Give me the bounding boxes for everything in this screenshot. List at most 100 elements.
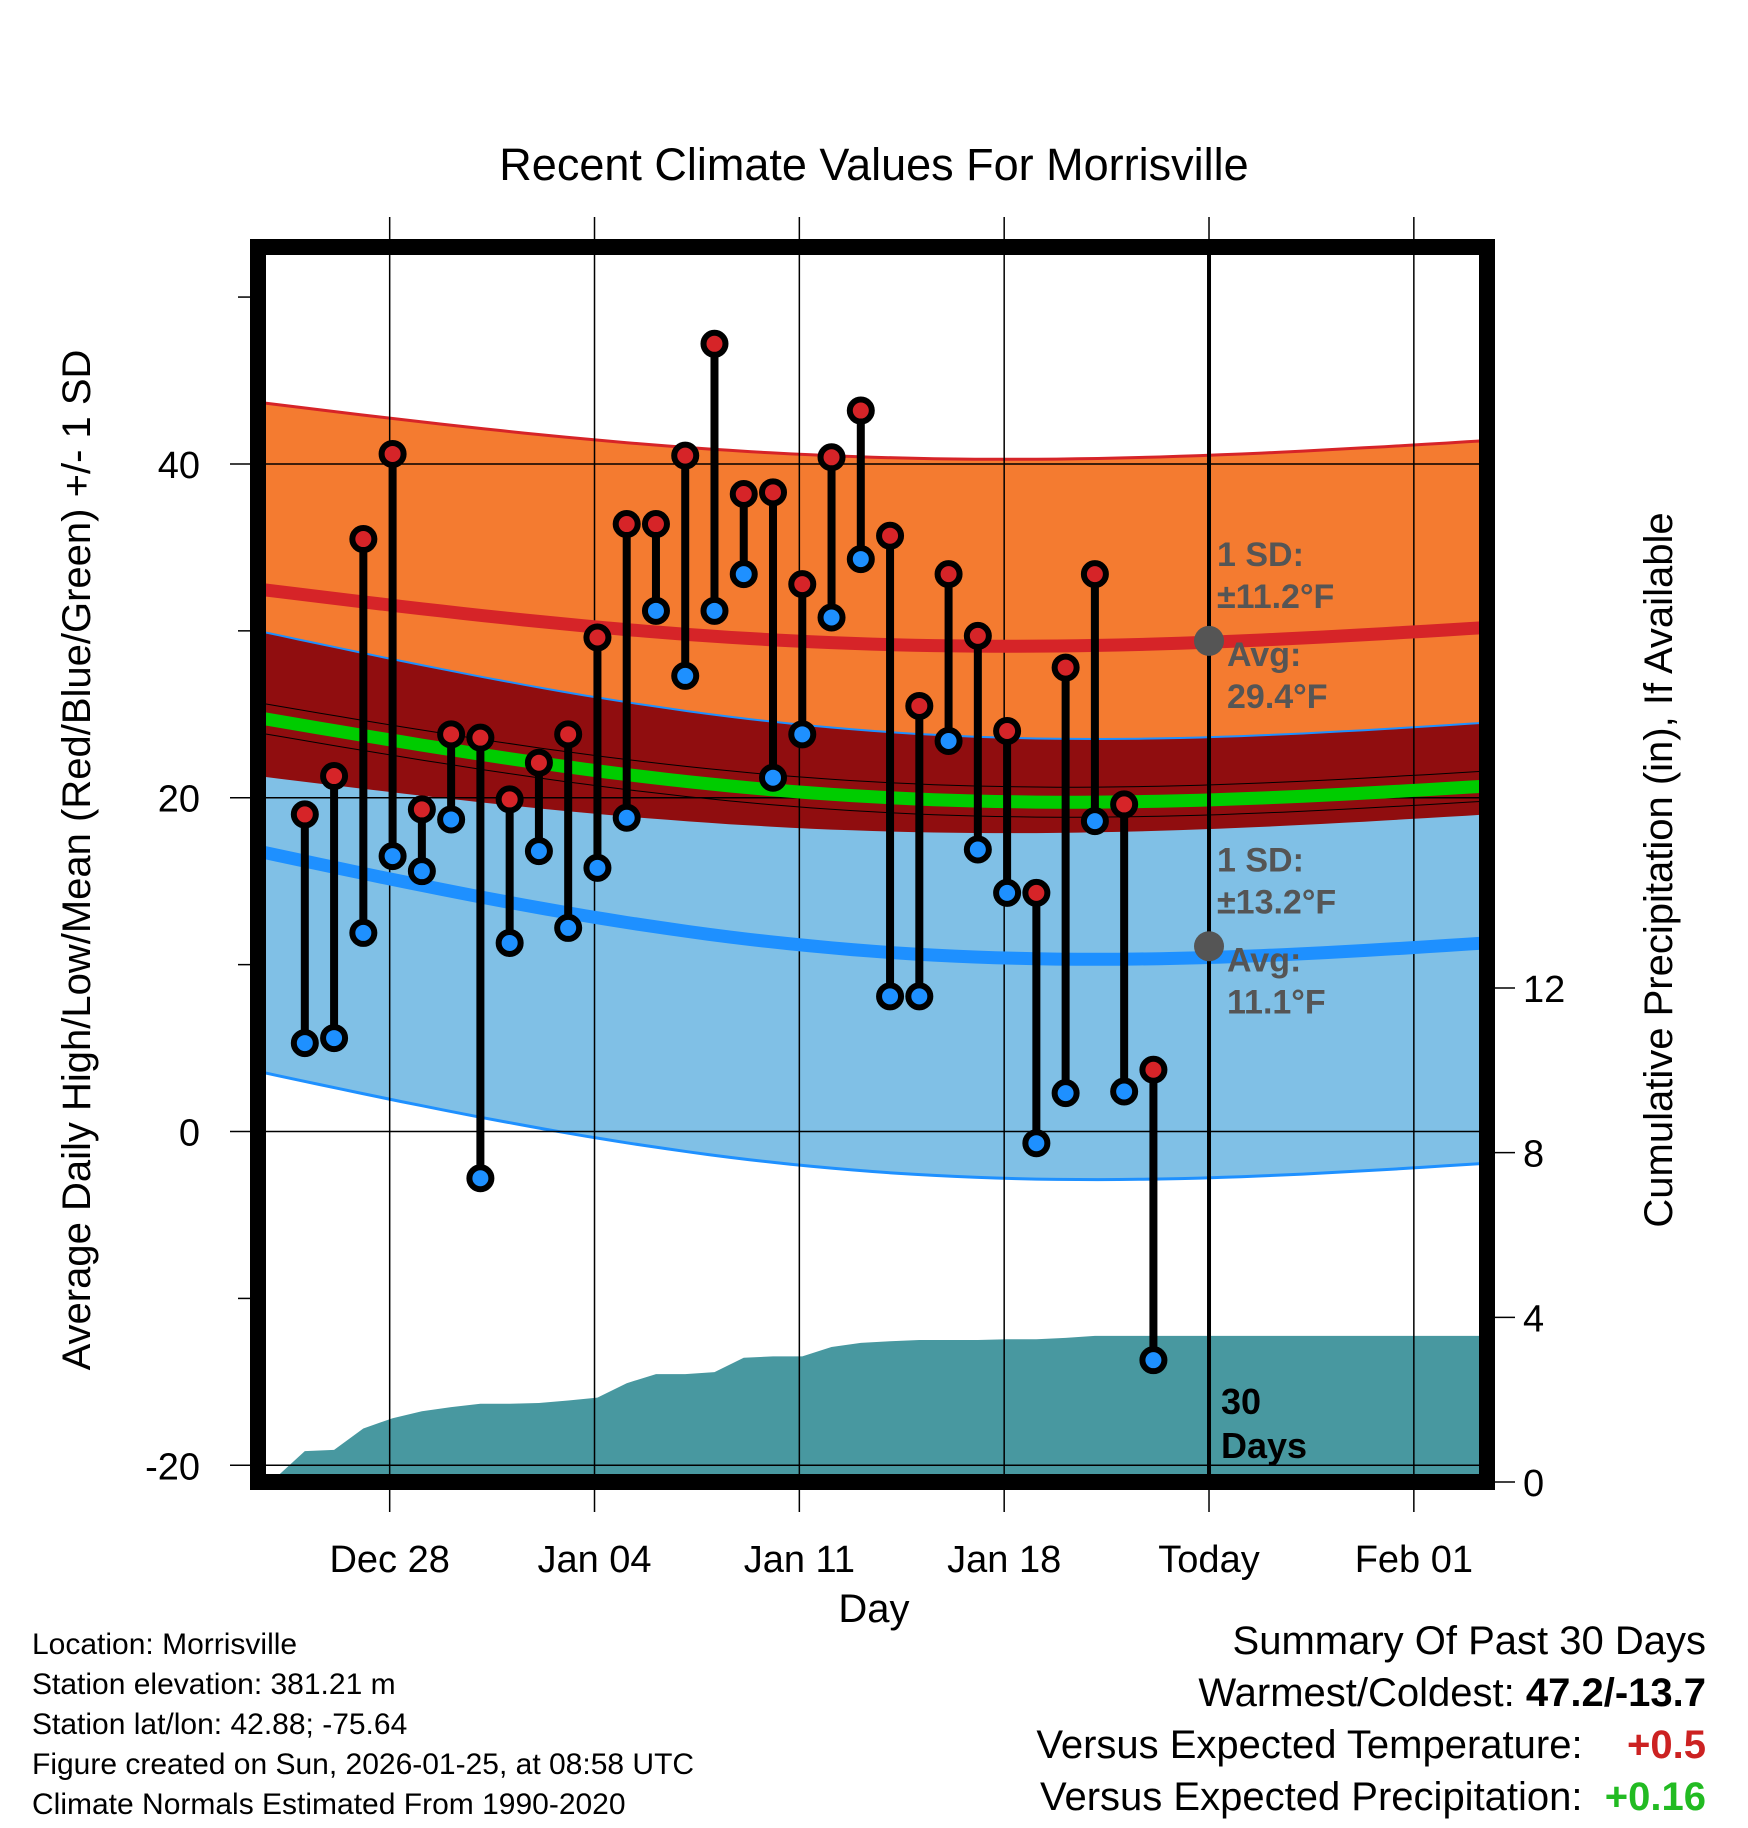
summary-extremes: Warmest/Coldest: 47.2/-13.7 (1036, 1667, 1706, 1719)
high-point (993, 716, 1022, 745)
y2-axis-label: Cumulative Precipitation (in), If Availa… (1637, 512, 1681, 1227)
low-avg-value: 11.1°F (1227, 983, 1326, 1021)
normal-mean-line (258, 711, 1487, 809)
high-sd-label: 1 SD: (1217, 536, 1304, 574)
high-point (495, 785, 524, 814)
low-point (759, 763, 788, 792)
high-point (1022, 878, 1051, 907)
high-point (612, 510, 641, 539)
high-point (583, 623, 612, 652)
high-point (934, 560, 963, 589)
precip-label: Versus Expected Precipitation: (1040, 1775, 1583, 1819)
low-point (817, 603, 846, 632)
temp-value: +0.5 (1627, 1723, 1706, 1767)
low-point (963, 835, 992, 864)
low-point (934, 727, 963, 755)
high-sd-value: ±11.2°F (1217, 578, 1334, 616)
high-point (407, 795, 436, 824)
low-point (554, 913, 583, 942)
high-point (524, 748, 553, 777)
high-point (1080, 560, 1109, 589)
high-point (729, 480, 758, 508)
low-point (320, 1024, 349, 1053)
y2-tick-label: 0 (1523, 1463, 1544, 1505)
normal-low-line (258, 844, 1487, 966)
y-tick-label: 20 (158, 779, 200, 821)
station-elevation: Station elevation: 381.21 m (32, 1668, 396, 1701)
station-info: Location: Morrisville Station elevation:… (32, 1625, 694, 1825)
extremes-value: 47.2/-13.7 (1525, 1671, 1706, 1715)
x-tick-label: Jan 04 (537, 1539, 651, 1581)
high-point (788, 570, 817, 599)
low-sd-lower-line (258, 1069, 1487, 1182)
high-avg-label: Avg: (1227, 636, 1301, 674)
extremes-label: Warmest/Coldest: (1198, 1671, 1515, 1715)
high-point (437, 720, 466, 749)
summary-temperature: Versus Expected Temperature: +0.5 (1036, 1719, 1706, 1771)
low-sd-label: 1 SD: (1217, 841, 1304, 879)
high-point (876, 521, 905, 550)
low-point (612, 803, 641, 832)
today-days-label: Days (1221, 1425, 1307, 1466)
chart-title: Recent Climate Values For Morrisville (499, 139, 1248, 190)
low-point (524, 837, 553, 866)
summary-heading: Summary Of Past 30 Days (1232, 1619, 1706, 1663)
high-point (671, 441, 700, 470)
y-tick-label: 0 (179, 1113, 200, 1155)
today-days-number: 30 (1221, 1381, 1261, 1422)
low-sd-value: ±13.2°F (1217, 883, 1336, 921)
high-point (905, 691, 934, 720)
high-point (349, 525, 378, 554)
high-point (817, 443, 846, 472)
low-point (1022, 1129, 1051, 1158)
low-point (583, 853, 612, 882)
low-point (905, 982, 934, 1011)
high-point (320, 762, 349, 791)
y-tick-label: -20 (145, 1446, 200, 1488)
low-point (641, 596, 670, 625)
x-tick-label: Feb 01 (1355, 1539, 1473, 1581)
high-avg-value: 29.4°F (1227, 678, 1328, 716)
high-point (641, 510, 670, 539)
high-point (554, 720, 583, 749)
low-point (1139, 1346, 1168, 1375)
y-tick-label: 40 (158, 445, 200, 487)
x-tick-label: Today (1158, 1539, 1259, 1581)
x-tick-label: Dec 28 (329, 1539, 449, 1581)
y2-tick-label: 8 (1523, 1134, 1544, 1176)
summary-panel: Summary Of Past 30 Days Warmest/Coldest:… (1036, 1615, 1706, 1823)
precipitation-area (260, 1335, 1487, 1482)
y-axis-label: Average Daily High/Low/Mean (Red/Blue/Gr… (55, 350, 99, 1371)
low-point (993, 878, 1022, 907)
normal-mean-edge (258, 732, 1487, 818)
low-point (671, 661, 700, 690)
low-point (729, 560, 758, 589)
y2-tick-label: 12 (1523, 969, 1565, 1011)
low-point (466, 1164, 495, 1193)
high-point (963, 621, 992, 650)
high-sd-upper-line (258, 400, 1487, 461)
station-location: Location: Morrisville (32, 1628, 298, 1661)
low-avg-label: Avg: (1227, 941, 1301, 979)
high-point (290, 800, 319, 829)
high-point (1110, 790, 1139, 819)
high-point (759, 478, 788, 507)
high-point (1139, 1055, 1168, 1084)
y2-tick-label: 4 (1523, 1298, 1544, 1340)
low-point (1080, 807, 1109, 836)
climate-normals: Climate Normals Estimated From 1990-2020 (32, 1788, 626, 1821)
high-point (466, 723, 495, 752)
low-point (290, 1029, 319, 1058)
low-point (700, 596, 729, 625)
summary-precipitation: Versus Expected Precipitation: +0.16 (1036, 1771, 1706, 1823)
station-latlon: Station lat/lon: 42.88; -75.64 (32, 1708, 408, 1741)
low-point (378, 842, 407, 871)
x-axis-label: Day (838, 1587, 909, 1631)
low-point (349, 918, 378, 947)
low-point (1110, 1077, 1139, 1106)
low-point (876, 982, 905, 1011)
x-tick-label: Jan 18 (947, 1539, 1061, 1581)
low-point (407, 857, 436, 886)
low-point (495, 928, 524, 957)
